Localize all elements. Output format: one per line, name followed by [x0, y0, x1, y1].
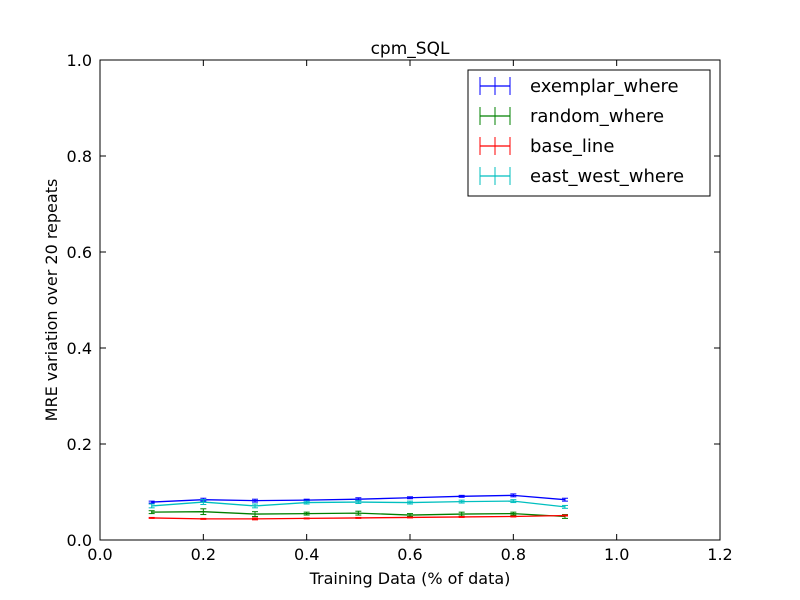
error-bar-east-west-where — [407, 500, 413, 505]
y-tick-label: 0.8 — [67, 147, 92, 166]
legend-label: base_line — [530, 136, 614, 157]
error-bar-base-line — [252, 517, 258, 521]
legend-item-exemplar-where: exemplar_where — [479, 76, 679, 97]
x-tick-label: 0.6 — [397, 545, 422, 564]
legend-label: exemplar_where — [530, 76, 679, 97]
error-bar-random-where — [200, 508, 207, 516]
error-bar-exemplar-where — [148, 500, 155, 504]
error-bar-base-line — [458, 515, 465, 518]
x-tick-label: 0.0 — [87, 545, 112, 564]
error-bar-exemplar-where — [510, 493, 517, 498]
legend-label: east_west_where — [530, 166, 684, 187]
error-bar-exemplar-where — [458, 494, 465, 498]
error-bar-base-line — [562, 514, 568, 517]
y-axis-label: MRE variation over 20 repeats — [42, 179, 61, 422]
error-bar-east-west-where — [303, 500, 310, 505]
error-bar-base-line — [510, 515, 517, 518]
error-bar-exemplar-where — [407, 496, 413, 500]
x-tick-label: 0.8 — [501, 545, 526, 564]
x-tick-label: 0.4 — [294, 545, 319, 564]
legend-item-east-west-where: east_west_where — [479, 166, 684, 187]
legend-label: random_where — [530, 106, 664, 127]
error-bar-base-line — [407, 516, 413, 519]
chart-title: cpm_SQL — [371, 39, 450, 59]
error-bar-east-west-where — [252, 503, 258, 509]
y-tick-label: 0.6 — [67, 243, 92, 262]
x-tick-label: 1.0 — [604, 545, 629, 564]
y-tick-label: 0.4 — [67, 339, 92, 358]
error-bar-random-where — [355, 510, 362, 516]
legend-box — [467, 69, 711, 197]
error-bar-east-west-where — [200, 499, 207, 505]
error-bar-exemplar-where — [252, 498, 258, 503]
legend: exemplar_where random_where base_line east_… — [467, 69, 711, 197]
error-bar-random-where — [252, 511, 258, 517]
error-bar-east-west-where — [355, 500, 362, 505]
error-bar-base-line — [200, 517, 207, 520]
error-bar-base-line — [148, 516, 155, 519]
error-bar-base-line — [303, 517, 310, 520]
x-axis-label: Training Data (% of data) — [309, 569, 511, 588]
error-bar-random-where — [303, 511, 310, 516]
legend-item-base-line: base_line — [479, 136, 614, 157]
legend-item-random-where: random_where — [479, 106, 664, 127]
error-bar-east-west-where — [510, 499, 517, 504]
error-bar-random-where — [148, 510, 155, 515]
plot-frame — [99, 59, 721, 541]
error-bar-east-west-where — [148, 503, 155, 509]
error-bar-exemplar-where — [562, 497, 568, 502]
error-bar-east-west-where — [562, 504, 568, 509]
y-tick-label: 1.0 — [67, 51, 92, 70]
x-tick-label: 0.2 — [191, 545, 216, 564]
error-bar-base-line — [355, 516, 362, 519]
axis-ticks: 0.0 0.2 0.4 0.6 0.8 1.0 1.2 0.0 0.2 0.4 0.6 0.8 1.0 — [67, 51, 733, 564]
error-bar-east-west-where — [458, 499, 465, 504]
y-tick-label: 0.0 — [67, 531, 92, 550]
error-bar-random-where — [510, 511, 517, 516]
y-tick-label: 0.2 — [67, 435, 92, 454]
x-tick-label: 1.2 — [707, 545, 732, 564]
series-layer — [148, 493, 568, 521]
